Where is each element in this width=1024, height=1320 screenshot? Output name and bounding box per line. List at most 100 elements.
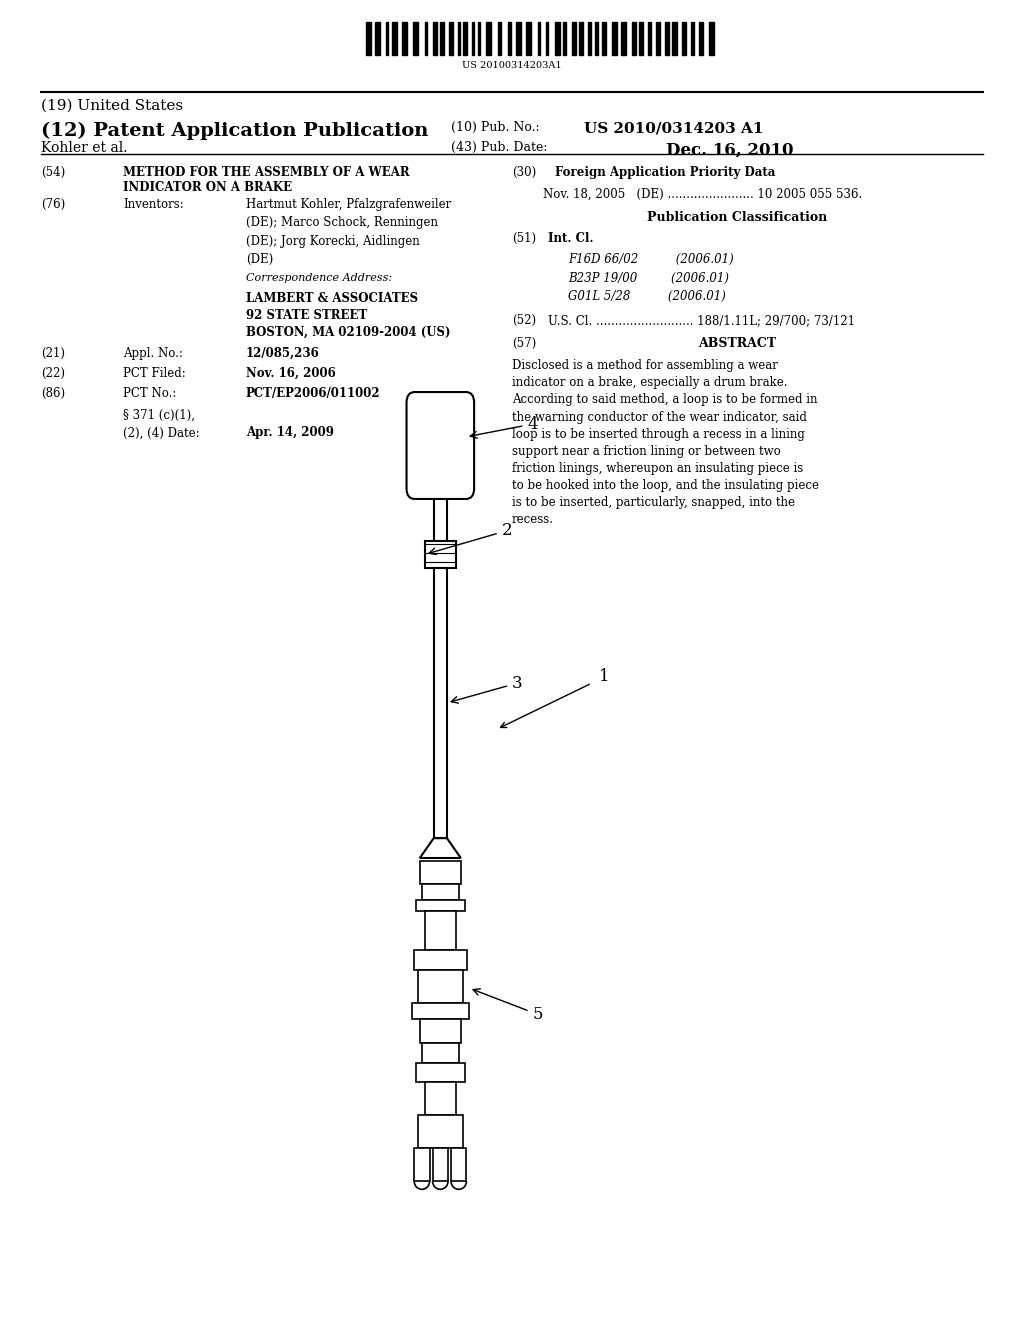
Bar bbox=[392, 22, 396, 55]
Text: is to be inserted, particularly, snapped, into the: is to be inserted, particularly, snapped… bbox=[512, 496, 795, 510]
Text: According to said method, a loop is to be formed in: According to said method, a loop is to b… bbox=[512, 393, 817, 407]
Bar bbox=[621, 22, 626, 55]
Bar bbox=[425, 22, 427, 55]
Bar bbox=[665, 22, 669, 55]
Bar bbox=[458, 22, 460, 55]
Bar bbox=[420, 861, 461, 884]
Bar bbox=[375, 22, 380, 55]
Bar bbox=[418, 970, 463, 1003]
Text: (57): (57) bbox=[512, 337, 537, 350]
Text: 3: 3 bbox=[452, 675, 522, 704]
Bar bbox=[595, 22, 598, 55]
Text: recess.: recess. bbox=[512, 513, 554, 527]
Text: ABSTRACT: ABSTRACT bbox=[698, 337, 776, 350]
Text: friction linings, whereupon an insulating piece is: friction linings, whereupon an insulatin… bbox=[512, 462, 803, 475]
Text: U.S. Cl. .......................... 188/1.11L; 29/700; 73/121: U.S. Cl. .......................... 188/… bbox=[548, 314, 855, 327]
Text: (DE); Marco Schock, Renningen: (DE); Marco Schock, Renningen bbox=[246, 216, 438, 230]
Bar bbox=[682, 22, 686, 55]
Bar bbox=[648, 22, 651, 55]
Bar bbox=[414, 22, 418, 55]
Text: 4: 4 bbox=[470, 416, 538, 438]
Text: G01L 5/28          (2006.01): G01L 5/28 (2006.01) bbox=[568, 290, 726, 304]
Text: support near a friction lining or between two: support near a friction lining or betwee… bbox=[512, 445, 780, 458]
Bar bbox=[425, 911, 456, 950]
Text: PCT/EP2006/011002: PCT/EP2006/011002 bbox=[246, 387, 380, 400]
Text: Hartmut Kohler, Pfalzgrafenweiler: Hartmut Kohler, Pfalzgrafenweiler bbox=[246, 198, 451, 211]
Bar bbox=[414, 1148, 430, 1181]
Bar bbox=[516, 22, 521, 55]
Text: to be hooked into the loop, and the insulating piece: to be hooked into the loop, and the insu… bbox=[512, 479, 819, 492]
Bar bbox=[416, 900, 465, 911]
Text: Int. Cl.: Int. Cl. bbox=[548, 232, 593, 246]
Bar bbox=[710, 22, 715, 55]
Bar bbox=[420, 1019, 461, 1043]
Text: Kohler et al.: Kohler et al. bbox=[41, 141, 127, 156]
Text: (10) Pub. No.:: (10) Pub. No.: bbox=[451, 121, 540, 135]
Polygon shape bbox=[420, 838, 461, 858]
Bar bbox=[434, 568, 446, 838]
Bar bbox=[498, 22, 501, 55]
Text: PCT Filed:: PCT Filed: bbox=[123, 367, 185, 380]
Bar bbox=[486, 22, 492, 55]
Bar bbox=[418, 1115, 463, 1148]
Text: (86): (86) bbox=[41, 387, 66, 400]
Text: Foreign Application Priority Data: Foreign Application Priority Data bbox=[555, 166, 776, 180]
Bar bbox=[580, 22, 583, 55]
Bar bbox=[472, 22, 474, 55]
Bar bbox=[639, 22, 643, 55]
Text: (52): (52) bbox=[512, 314, 537, 327]
Text: Publication Classification: Publication Classification bbox=[647, 211, 827, 224]
Bar bbox=[401, 22, 407, 55]
Bar bbox=[538, 22, 540, 55]
Text: (51): (51) bbox=[512, 232, 537, 246]
Text: 92 STATE STREET: 92 STATE STREET bbox=[246, 309, 367, 322]
Text: the warning conductor of the wear indicator, said: the warning conductor of the wear indica… bbox=[512, 411, 807, 424]
Bar bbox=[414, 950, 467, 970]
Text: F16D 66/02          (2006.01): F16D 66/02 (2006.01) bbox=[568, 253, 734, 267]
Bar bbox=[572, 22, 575, 55]
Bar bbox=[656, 22, 660, 55]
Text: BOSTON, MA 02109-2004 (US): BOSTON, MA 02109-2004 (US) bbox=[246, 326, 451, 339]
Bar bbox=[672, 22, 677, 55]
Text: Apr. 14, 2009: Apr. 14, 2009 bbox=[246, 426, 334, 440]
Text: LAMBERT & ASSOCIATES: LAMBERT & ASSOCIATES bbox=[246, 292, 418, 305]
Text: (DE); Jorg Korecki, Aidlingen: (DE); Jorg Korecki, Aidlingen bbox=[246, 235, 420, 248]
Text: Inventors:: Inventors: bbox=[123, 198, 183, 211]
Text: PCT No.:: PCT No.: bbox=[123, 387, 176, 400]
Bar bbox=[432, 1148, 449, 1181]
Text: 5: 5 bbox=[473, 989, 543, 1023]
Text: 1: 1 bbox=[599, 668, 609, 685]
Bar bbox=[425, 541, 456, 568]
Bar bbox=[412, 1003, 469, 1019]
Bar bbox=[632, 22, 636, 55]
Bar bbox=[602, 22, 605, 55]
Text: § 371 (c)(1),: § 371 (c)(1), bbox=[123, 409, 195, 422]
Text: Nov. 18, 2005   (DE) ....................... 10 2005 055 536.: Nov. 18, 2005 (DE) .....................… bbox=[543, 187, 862, 201]
Bar bbox=[422, 1043, 459, 1063]
Bar bbox=[508, 22, 511, 55]
Bar bbox=[386, 22, 388, 55]
Text: indicator on a brake, especially a drum brake.: indicator on a brake, especially a drum … bbox=[512, 376, 787, 389]
Bar bbox=[463, 22, 467, 55]
Text: (19) United States: (19) United States bbox=[41, 99, 183, 114]
Text: Disclosed is a method for assembling a wear: Disclosed is a method for assembling a w… bbox=[512, 359, 778, 372]
Text: (54): (54) bbox=[41, 166, 66, 180]
Bar bbox=[526, 22, 531, 55]
Text: (21): (21) bbox=[41, 347, 65, 360]
Bar bbox=[449, 22, 453, 55]
Text: (76): (76) bbox=[41, 198, 66, 211]
Bar bbox=[416, 1063, 465, 1082]
Text: Nov. 16, 2006: Nov. 16, 2006 bbox=[246, 367, 336, 380]
Bar bbox=[440, 22, 444, 55]
Bar bbox=[451, 1148, 467, 1181]
Text: Appl. No.:: Appl. No.: bbox=[123, 347, 182, 360]
Text: (43) Pub. Date:: (43) Pub. Date: bbox=[451, 141, 547, 154]
Bar bbox=[691, 22, 694, 55]
FancyBboxPatch shape bbox=[407, 392, 474, 499]
Text: (12) Patent Application Publication: (12) Patent Application Publication bbox=[41, 121, 428, 140]
Text: Correspondence Address:: Correspondence Address: bbox=[246, 273, 392, 284]
Bar bbox=[563, 22, 565, 55]
Bar bbox=[422, 884, 459, 900]
Bar bbox=[546, 22, 549, 55]
Bar bbox=[425, 1082, 456, 1115]
